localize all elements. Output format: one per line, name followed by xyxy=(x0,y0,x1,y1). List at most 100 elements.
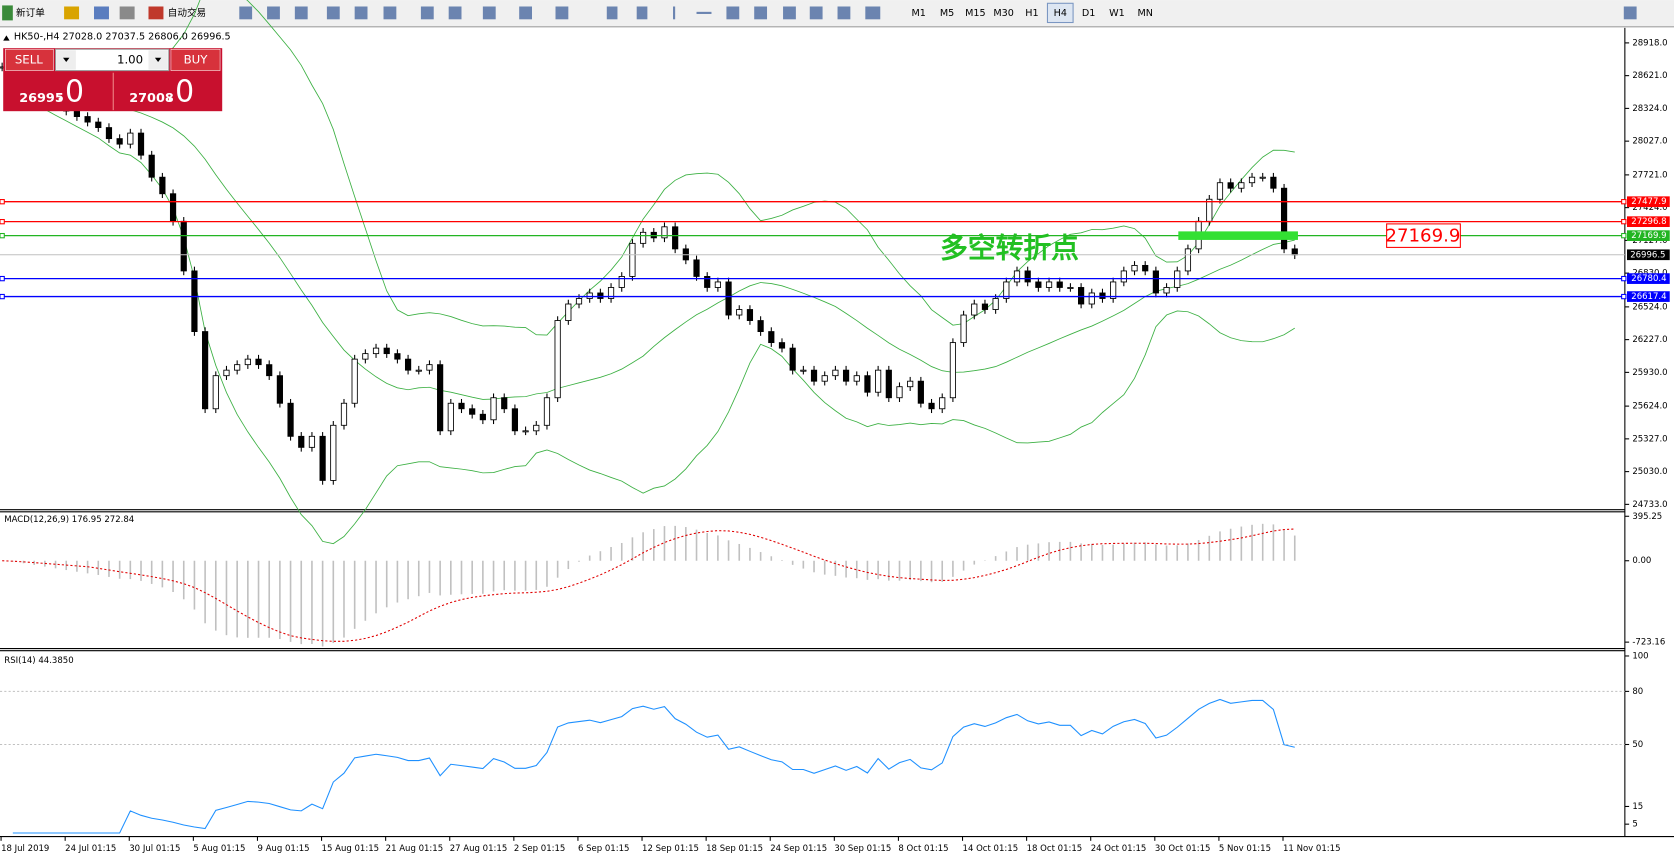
candle xyxy=(981,299,989,314)
tool-icon[interactable] xyxy=(354,6,368,20)
candle xyxy=(693,255,700,281)
tool-icon[interactable] xyxy=(294,6,308,20)
x-tick-label: 5 Nov 01:15 xyxy=(1219,844,1271,854)
candle-body xyxy=(842,369,850,382)
candle-body xyxy=(853,375,860,382)
new-order-icon[interactable] xyxy=(2,5,13,21)
y-tick-label: 27721.0 xyxy=(1632,170,1667,180)
candle xyxy=(949,338,957,403)
tool-icon[interactable] xyxy=(119,6,135,20)
candle xyxy=(939,393,946,414)
tool-icon[interactable] xyxy=(809,6,823,20)
sell-button[interactable] xyxy=(5,48,54,71)
timeframe-button[interactable]: D1 xyxy=(1082,8,1096,19)
candle xyxy=(255,354,262,369)
new-order-button[interactable]: 新订单 xyxy=(16,7,45,19)
timeframes: M1 M5 M15 M30 H1 H4 D1 W1 MN xyxy=(912,2,1153,24)
rsi-panel xyxy=(0,690,1625,834)
auto-trading-icon[interactable] xyxy=(148,6,164,20)
candle xyxy=(490,393,497,425)
x-tick-label: 12 Sep 01:15 xyxy=(642,844,699,854)
bid-decimals: .0 xyxy=(56,75,85,110)
candle-body xyxy=(907,380,914,388)
lot-field[interactable] xyxy=(55,48,170,72)
candle xyxy=(212,371,219,414)
timeframe-button[interactable]: H1 xyxy=(1025,8,1038,19)
candle xyxy=(159,172,166,199)
candle-body xyxy=(981,303,989,310)
candle-body xyxy=(511,408,519,432)
tool-icon[interactable] xyxy=(326,6,340,20)
tool-icon[interactable] xyxy=(636,6,648,20)
candle-body xyxy=(1088,292,1095,305)
tool-icon[interactable] xyxy=(420,6,434,20)
tool-icon[interactable] xyxy=(754,6,768,20)
lot-value[interactable]: 1.00 xyxy=(117,52,143,66)
candle-body xyxy=(1035,281,1042,288)
tool-icon[interactable] xyxy=(239,6,253,20)
candle xyxy=(458,398,465,414)
tool-icon[interactable] xyxy=(448,6,462,20)
candle-body xyxy=(607,287,615,299)
tool-icon[interactable] xyxy=(696,11,712,14)
timeframe-button[interactable]: H4 xyxy=(1054,8,1067,19)
candle-body xyxy=(1152,270,1159,294)
candle-body xyxy=(543,397,551,426)
tool-icon[interactable] xyxy=(865,6,881,20)
tool-icon[interactable] xyxy=(94,6,109,20)
sell-label[interactable]: SELL xyxy=(15,52,43,66)
pivot-price-box xyxy=(1386,223,1461,248)
auto-trading-button[interactable]: 自动交易 xyxy=(168,7,206,19)
candle-body xyxy=(298,435,305,448)
candle xyxy=(372,343,380,358)
tool-icon[interactable] xyxy=(64,6,80,20)
candle xyxy=(426,360,433,375)
candle xyxy=(853,371,860,386)
timeframe-button[interactable]: W1 xyxy=(1109,8,1125,19)
candle xyxy=(1163,283,1170,298)
candle xyxy=(266,360,273,380)
tool-icon[interactable] xyxy=(673,6,676,20)
buy-button[interactable] xyxy=(170,48,221,71)
tool-icon[interactable] xyxy=(837,6,851,20)
buy-label[interactable]: BUY xyxy=(184,52,209,66)
candle-body xyxy=(586,292,593,299)
tool-icon[interactable] xyxy=(606,6,618,20)
candle-body xyxy=(640,231,647,244)
candle xyxy=(1045,277,1053,292)
candle-body xyxy=(95,121,102,129)
candle-body xyxy=(1120,270,1127,283)
candle xyxy=(511,404,519,436)
y-tick-label: -723.16 xyxy=(1632,638,1665,648)
timeframe-button[interactable]: M30 xyxy=(993,8,1014,19)
tool-icon[interactable] xyxy=(726,6,740,20)
timeframe-button[interactable]: MN xyxy=(1137,8,1152,19)
tool-icon[interactable] xyxy=(482,6,496,20)
timeframe-button[interactable]: M1 xyxy=(912,8,926,19)
collapse-icon[interactable] xyxy=(3,35,10,41)
tool-icon[interactable] xyxy=(783,6,796,20)
candle-body xyxy=(287,402,294,437)
y-tick-label: 50 xyxy=(1632,740,1643,750)
down-arrow xyxy=(63,57,70,63)
candle-body xyxy=(1291,248,1298,256)
x-tick-label: 30 Jul 01:15 xyxy=(129,844,180,854)
tool-icon[interactable] xyxy=(383,6,397,20)
candle-body xyxy=(736,309,743,316)
timeframe-button[interactable]: M5 xyxy=(940,8,954,19)
tool-icon[interactable] xyxy=(519,6,533,20)
candle-body xyxy=(1248,176,1256,184)
candle-body xyxy=(757,320,764,333)
y-tick-label: 26524.0 xyxy=(1632,302,1667,312)
tool-icon[interactable] xyxy=(267,6,280,20)
x-tick-label: 21 Aug 01:15 xyxy=(386,844,444,854)
candle-body xyxy=(672,226,679,250)
tool-icon[interactable] xyxy=(555,6,569,20)
timeframe-button[interactable]: M15 xyxy=(965,8,986,19)
candle xyxy=(543,393,551,430)
candle xyxy=(1270,172,1277,193)
candle-body xyxy=(661,226,668,239)
y-tick-label: 0.00 xyxy=(1632,556,1651,566)
search-icon[interactable] xyxy=(1623,6,1637,20)
candle xyxy=(383,343,390,358)
